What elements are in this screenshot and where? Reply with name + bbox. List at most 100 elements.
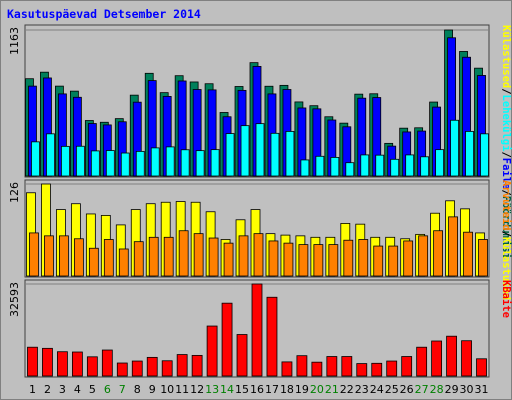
bar-arvuteid-day-24 — [373, 245, 384, 277]
x-label-day-7: 7 — [119, 383, 126, 396]
x-label-day-18: 18 — [280, 383, 294, 396]
bar-arvuteid-day-28 — [433, 230, 444, 277]
bar-arvuteid-day-10 — [163, 236, 174, 277]
x-label-day-17: 17 — [265, 383, 279, 396]
bar-lehekülgi-day-22 — [345, 162, 355, 177]
bar-lehekülgi-day-20 — [315, 155, 325, 177]
panel-middle: 126 Arvuteid/Külastused — [8, 179, 512, 300]
bar-arvuteid-day-16 — [253, 233, 264, 277]
bar-arvuteid-day-13 — [208, 237, 219, 277]
bar-lehekülgi-day-8 — [135, 150, 145, 177]
bar-kbaite-day-16 — [251, 283, 263, 377]
bar-kbaite-day-13 — [206, 325, 218, 377]
bar-kbaite-day-7 — [116, 362, 128, 377]
bar-kbaite-day-29 — [446, 335, 457, 377]
bar-arvuteid-day-1 — [29, 232, 39, 277]
bar-lehekülgi-day-18 — [285, 131, 295, 177]
legend-item: / — [500, 88, 512, 94]
x-label-day-13: 13 — [205, 383, 219, 396]
x-label-day-11: 11 — [175, 383, 189, 396]
bar-kbaite-day-10 — [161, 360, 173, 377]
bar-kbaite-day-15 — [236, 334, 248, 377]
bar-kbaite-day-8 — [131, 360, 143, 377]
x-label-day-24: 24 — [370, 383, 384, 396]
legend-item: Arvuteid — [500, 180, 512, 231]
bar-kbaite-day-21 — [326, 356, 338, 377]
bar-kbaite-day-6 — [101, 349, 113, 377]
x-label-day-27: 27 — [415, 383, 429, 396]
bar-kbaite-day-19 — [296, 355, 308, 377]
bar-kbaite-day-28 — [431, 340, 443, 377]
panel-top-scale-label: 1163 — [8, 27, 21, 55]
panel-middle-legend: Arvuteid/Külastused — [500, 180, 512, 300]
bar-arvuteid-day-18 — [283, 242, 294, 277]
bar-lehekülgi-day-28 — [435, 149, 445, 177]
bar-kbaite-day-1 — [27, 346, 38, 377]
x-label-day-6: 6 — [104, 383, 111, 396]
panel-bottom-scale-label: 32593 — [8, 282, 21, 317]
bar-arvuteid-day-4 — [73, 238, 84, 277]
bar-lehekülgi-day-12 — [195, 150, 205, 177]
bar-lehekülgi-day-4 — [75, 145, 85, 177]
bar-lehekülgi-day-2 — [46, 133, 55, 177]
bar-arvuteid-day-17 — [268, 240, 279, 277]
bar-arvuteid-day-25 — [388, 245, 399, 277]
legend-item: Külastused — [500, 25, 512, 88]
x-label-day-25: 25 — [385, 383, 399, 396]
bar-arvuteid-day-7 — [118, 248, 129, 277]
bar-lehekülgi-day-10 — [165, 146, 175, 177]
legend-item: / — [500, 231, 512, 237]
bar-lehekülgi-day-1 — [31, 141, 40, 177]
bar-kbaite-day-12 — [191, 354, 203, 377]
x-label-day-12: 12 — [190, 383, 204, 396]
bar-arvuteid-day-27 — [418, 235, 429, 277]
legend-item: / — [500, 189, 512, 195]
bar-lehekülgi-day-15 — [240, 125, 250, 177]
x-label-day-1: 1 — [29, 383, 36, 396]
bar-arvuteid-day-30 — [463, 231, 473, 277]
bar-arvuteid-day-31 — [478, 239, 488, 277]
x-label-day-15: 15 — [235, 383, 249, 396]
x-label-day-14: 14 — [220, 383, 234, 396]
x-label-day-22: 22 — [340, 383, 354, 396]
bar-lehekülgi-day-11 — [180, 149, 190, 177]
bar-lehekülgi-day-6 — [105, 150, 115, 177]
bar-arvuteid-day-22 — [343, 239, 354, 277]
x-label-day-19: 19 — [295, 383, 309, 396]
bar-lehekülgi-day-31 — [480, 133, 489, 177]
x-label-day-31: 31 — [475, 383, 489, 396]
bar-kbaite-day-20 — [311, 361, 323, 377]
x-label-day-5: 5 — [89, 383, 96, 396]
bar-kbaite-day-31 — [476, 358, 487, 377]
x-label-day-9: 9 — [149, 383, 156, 396]
x-label-day-26: 26 — [400, 383, 414, 396]
x-label-day-8: 8 — [134, 383, 141, 396]
bar-kbaite-day-22 — [341, 356, 353, 377]
panel-top-legend: Külastused/Lehekülgi/Faile/Pöördumisi — [500, 25, 512, 259]
x-label-day-20: 20 — [310, 383, 324, 396]
legend-item: Pöördumisi — [500, 196, 512, 259]
bar-arvuteid-day-23 — [358, 239, 369, 277]
bar-lehekülgi-day-24 — [375, 154, 385, 177]
bar-lehekülgi-day-23 — [360, 154, 370, 177]
bar-kbaite-day-3 — [57, 351, 68, 377]
legend-item: KBaite — [500, 280, 512, 318]
x-label-day-21: 21 — [325, 383, 339, 396]
x-label-day-29: 29 — [445, 383, 459, 396]
bar-arvuteid-day-8 — [133, 241, 144, 277]
bar-kbaite-day-14 — [221, 302, 233, 377]
legend-item: Faile — [500, 158, 512, 190]
bar-lehekülgi-day-26 — [405, 154, 415, 177]
bar-kbaite-day-27 — [416, 346, 428, 377]
bar-lehekülgi-day-5 — [90, 150, 100, 177]
x-label-day-30: 30 — [460, 383, 474, 396]
bar-lehekülgi-day-30 — [465, 131, 474, 177]
bar-kbaite-day-23 — [356, 363, 368, 377]
bar-arvuteid-day-26 — [403, 240, 414, 277]
x-label-day-23: 23 — [355, 383, 369, 396]
bar-lehekülgi-day-9 — [150, 147, 160, 177]
bar-arvuteid-day-29 — [448, 216, 458, 277]
x-label-day-10: 10 — [160, 383, 174, 396]
bar-lehekülgi-day-17 — [270, 132, 280, 177]
bar-lehekülgi-day-16 — [255, 123, 265, 177]
